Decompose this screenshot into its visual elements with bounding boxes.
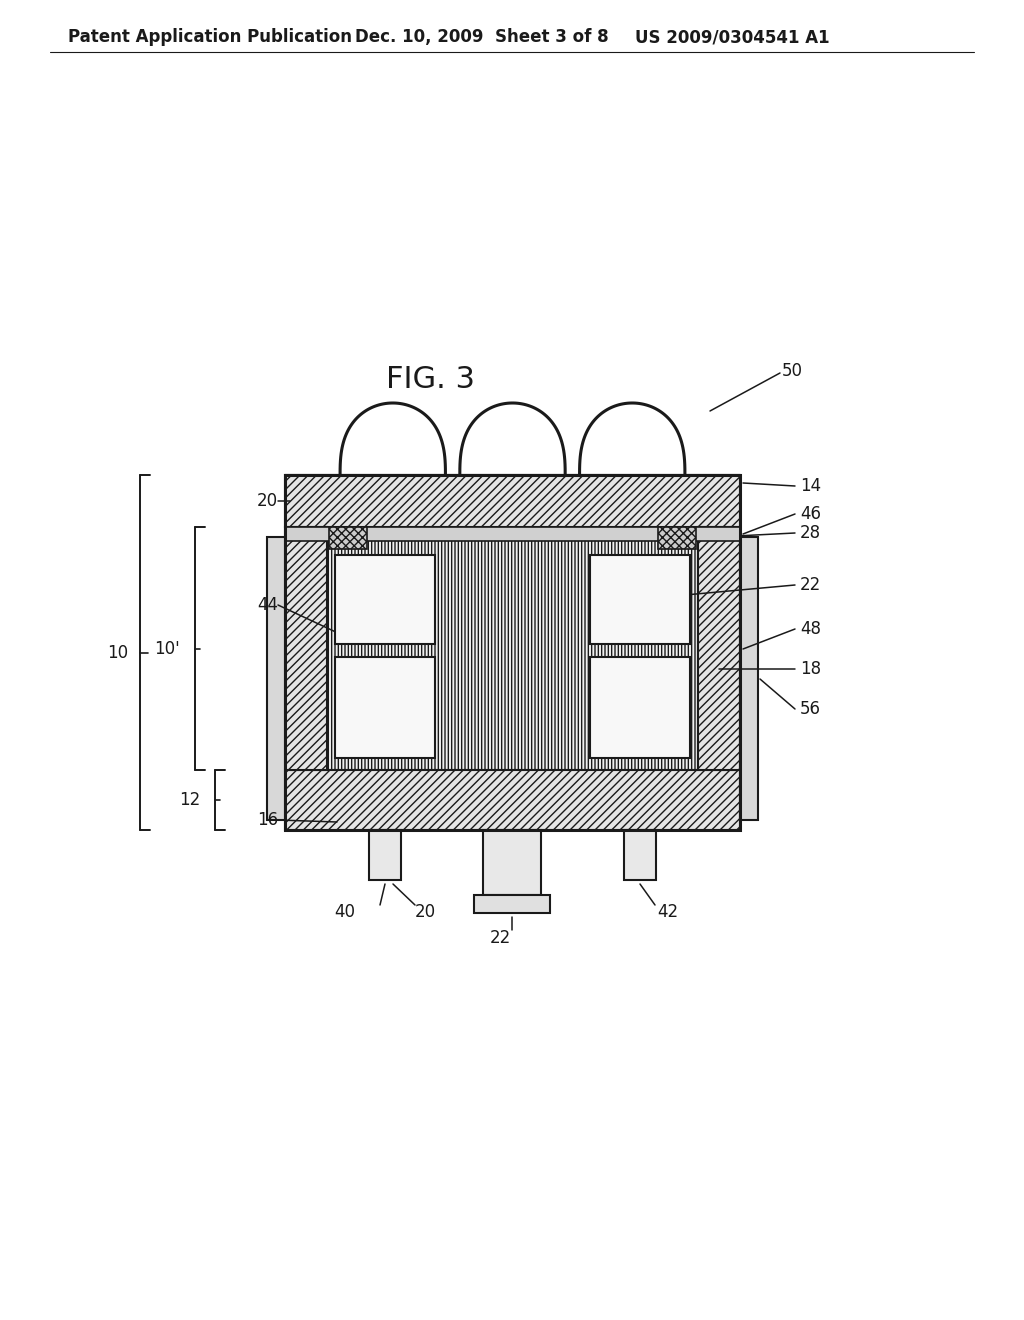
Text: 44: 44 <box>257 597 278 614</box>
Bar <box>335 554 435 644</box>
Bar <box>658 527 696 549</box>
Bar <box>590 657 690 758</box>
Text: 10': 10' <box>155 639 180 657</box>
Text: 20: 20 <box>257 492 278 510</box>
Text: 48: 48 <box>800 620 821 638</box>
Bar <box>369 830 401 880</box>
Text: 28: 28 <box>800 524 821 543</box>
Text: 16: 16 <box>257 810 278 829</box>
Bar <box>590 554 690 644</box>
Bar <box>624 830 656 880</box>
Bar <box>285 527 327 770</box>
Text: Dec. 10, 2009  Sheet 3 of 8: Dec. 10, 2009 Sheet 3 of 8 <box>355 28 608 46</box>
Bar <box>698 527 740 770</box>
Bar <box>285 770 740 830</box>
Text: 12: 12 <box>179 791 200 809</box>
Bar <box>740 537 758 820</box>
Bar <box>329 527 367 549</box>
Text: 50: 50 <box>782 362 803 380</box>
Bar <box>285 475 740 830</box>
Text: 14: 14 <box>800 477 821 495</box>
Text: Patent Application Publication: Patent Application Publication <box>68 28 352 46</box>
Bar <box>474 895 550 913</box>
Bar <box>327 527 698 770</box>
Text: FIG. 3: FIG. 3 <box>385 366 474 395</box>
Text: 10: 10 <box>106 644 128 661</box>
Text: 42: 42 <box>657 903 678 921</box>
Text: 22: 22 <box>489 929 511 946</box>
Bar <box>335 657 435 758</box>
Text: 46: 46 <box>800 506 821 523</box>
Text: 56: 56 <box>800 700 821 718</box>
Bar <box>483 830 541 895</box>
Bar <box>285 475 740 527</box>
Bar <box>285 527 740 541</box>
Text: 20: 20 <box>415 903 436 921</box>
Bar <box>267 537 285 820</box>
Text: 40: 40 <box>334 903 355 921</box>
Text: US 2009/0304541 A1: US 2009/0304541 A1 <box>635 28 829 46</box>
Text: 22: 22 <box>800 576 821 594</box>
Text: 18: 18 <box>800 660 821 678</box>
